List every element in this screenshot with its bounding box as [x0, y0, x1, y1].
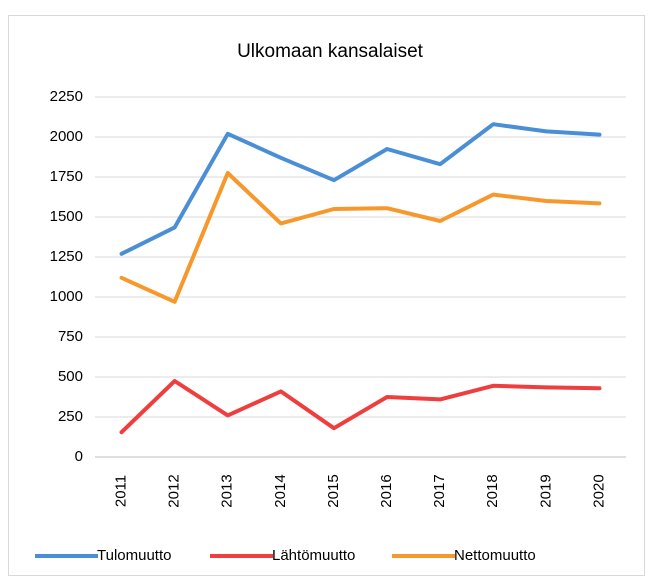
- series-line: [119, 171, 602, 304]
- series-line: [119, 122, 602, 256]
- y-tick-label: 1250: [50, 248, 83, 265]
- legend-label: Nettomuutto: [454, 547, 536, 564]
- x-tick-label: 2018: [484, 474, 501, 507]
- legend-label: Lähtömuutto: [272, 547, 355, 564]
- x-tick-label: 2020: [590, 474, 607, 507]
- y-tick-label: 1750: [50, 168, 83, 185]
- series-line: [119, 379, 602, 435]
- legend-label: Tulomuutto: [97, 547, 171, 564]
- chart-frame: [8, 15, 645, 576]
- y-tick-label: 0: [75, 448, 83, 465]
- x-tick-label: 2015: [325, 474, 342, 507]
- x-tick-label: 2014: [272, 474, 289, 507]
- x-tick-label: 2016: [378, 474, 395, 507]
- y-tick-label: 250: [58, 408, 83, 425]
- y-tick-label: 1500: [50, 208, 83, 225]
- x-tick-label: 2011: [113, 475, 130, 507]
- y-tick-label: 2250: [50, 88, 83, 105]
- x-tick-label: 2012: [166, 474, 183, 507]
- y-tick-label: 2000: [50, 128, 83, 145]
- y-tick-label: 1000: [50, 288, 83, 305]
- x-tick-label: 2017: [431, 474, 448, 507]
- chart-title: Ulkomaan kansalaiset: [237, 41, 424, 62]
- y-tick-label: 500: [58, 368, 83, 385]
- x-tick-label: 2019: [537, 474, 554, 507]
- x-tick-label: 2013: [219, 474, 236, 507]
- y-tick-label: 750: [58, 328, 83, 345]
